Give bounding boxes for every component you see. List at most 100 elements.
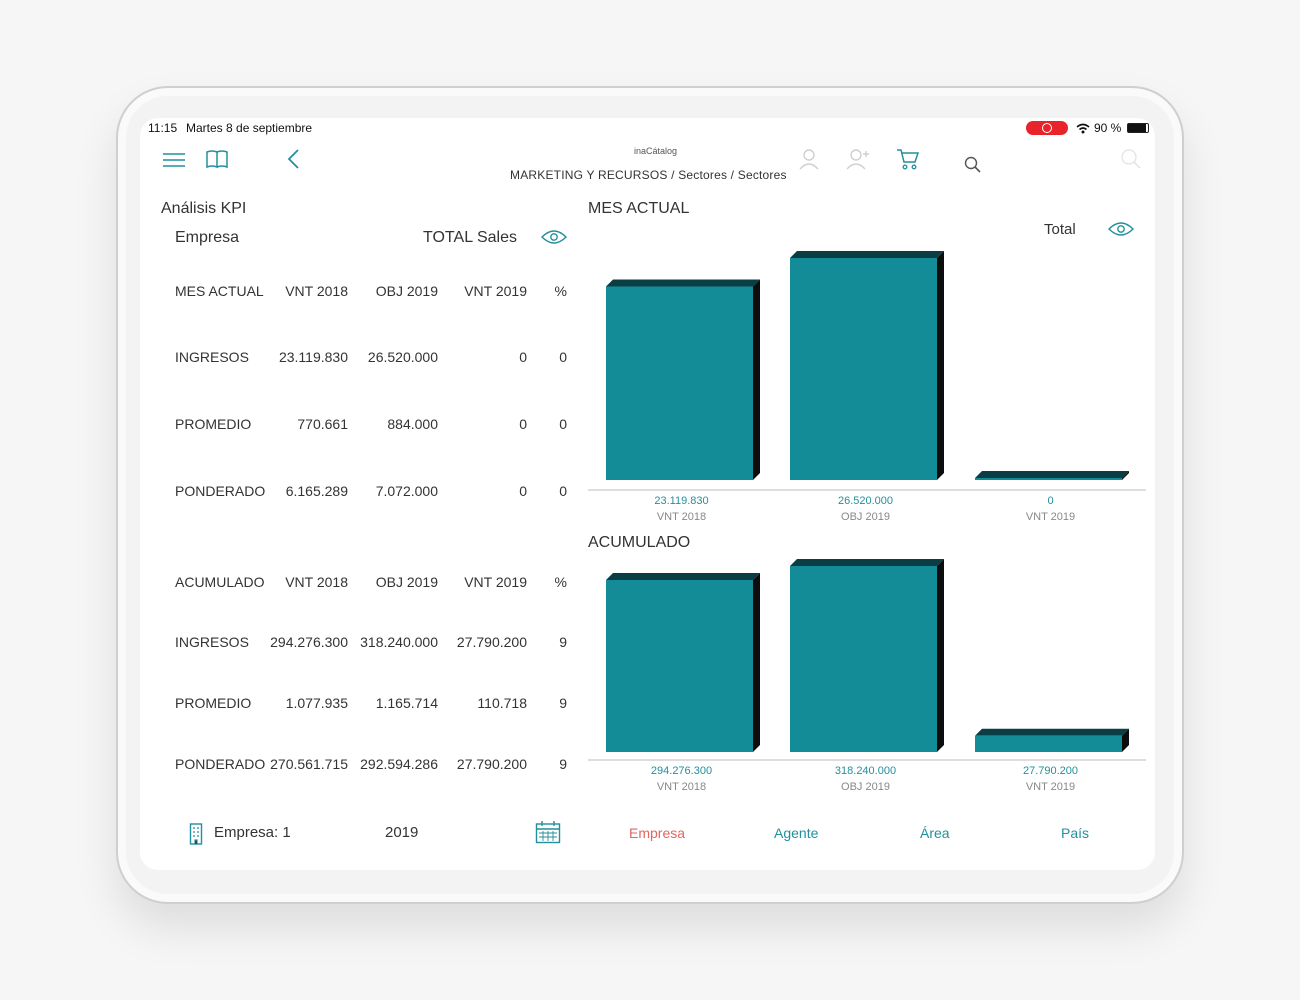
table-cell: 0 [559, 416, 567, 432]
tab-agente[interactable]: Agente [774, 825, 819, 841]
x-tick-label: VNT 2018 [657, 781, 706, 793]
table-cell: 884.000 [387, 416, 438, 432]
bar-value-label: 0 [1047, 495, 1053, 507]
table-cell: 270.561.715 [270, 756, 348, 772]
x-tick-label: VNT 2019 [1026, 511, 1075, 523]
eye-icon[interactable] [1108, 221, 1134, 237]
table-header-cell: OBJ 2019 [375, 574, 438, 590]
row-label: PROMEDIO [175, 695, 252, 711]
bar-side [937, 251, 944, 480]
x-tick-label: OBJ 2019 [841, 781, 890, 793]
chart-acumulado: 294.276.300 VNT 2018 318.240.000 OBJ 2019 27… [588, 559, 1146, 793]
bar-side [753, 573, 760, 752]
table-cell: 23.119.830 [278, 349, 348, 365]
x-tick-label: VNT 2018 [657, 511, 706, 523]
bar-side [1122, 728, 1129, 752]
table-header-cell: MES ACTUAL [175, 283, 264, 299]
company-label[interactable]: Empresa: 1 [214, 824, 291, 841]
table-header-cell: % [554, 574, 567, 590]
total-selector[interactable]: Total [1044, 221, 1076, 238]
calendar-icon[interactable] [535, 820, 561, 844]
table-cell: 0 [519, 483, 527, 499]
menu-icon[interactable] [162, 152, 186, 168]
bar [606, 580, 753, 752]
entity-label: Empresa [175, 229, 240, 246]
battery-percent: 90 % [1094, 121, 1122, 135]
brand-logo: inaCátalog [634, 146, 678, 156]
row-label: PONDERADO [175, 483, 266, 499]
bar-value-label: 26.520.000 [838, 495, 893, 507]
table-cell: 9 [559, 634, 567, 650]
table-cell: 0 [519, 416, 527, 432]
bar-side [1122, 471, 1129, 480]
bar-top [975, 471, 1129, 478]
eye-icon[interactable] [541, 229, 567, 245]
table-header-cell: VNT 2019 [464, 574, 527, 590]
bar-top [975, 728, 1129, 736]
wifi-icon [1076, 123, 1090, 134]
table-cell: 9 [559, 695, 567, 711]
table-header-cell: % [554, 283, 567, 299]
row-label: PONDERADO [175, 756, 266, 772]
table-cell: 26.520.000 [367, 349, 438, 365]
table-header-cell: ACUMULADO [175, 574, 265, 590]
tab-empresa[interactable]: Empresa [629, 825, 686, 841]
table-cell: 318.240.000 [360, 634, 438, 650]
table-cell: 1.077.935 [285, 695, 348, 711]
bar [975, 478, 1122, 480]
table-header-cell: VNT 2018 [285, 283, 348, 299]
table-cell: 0 [559, 349, 567, 365]
row-label: INGRESOS [175, 634, 249, 650]
table-cell: 27.790.200 [456, 634, 527, 650]
search-icon[interactable] [964, 156, 982, 174]
bar [790, 258, 937, 480]
table-cell: 0 [519, 349, 527, 365]
sales-selector[interactable]: TOTAL Sales [423, 229, 517, 246]
table-cell: 7.072.000 [375, 483, 438, 499]
bar-top [606, 573, 760, 581]
status-time: 11:15 [148, 121, 178, 135]
page-title: Análisis KPI [161, 200, 247, 217]
book-icon[interactable] [205, 149, 229, 169]
bar-top [606, 279, 760, 287]
cart-icon[interactable] [896, 147, 920, 171]
bar-value-label: 318.240.000 [835, 765, 896, 777]
bar-top [790, 559, 944, 566]
status-date: Martes 8 de septiembre [186, 121, 313, 135]
bar-value-label: 23.119.830 [654, 495, 708, 507]
recording-indicator-icon [1026, 121, 1068, 135]
table-cell: 110.718 [477, 695, 527, 711]
table-cell: 294.276.300 [270, 634, 348, 650]
table-header-cell: VNT 2019 [464, 283, 527, 299]
battery-icon [1127, 123, 1149, 133]
table-cell: 1.165.714 [375, 695, 438, 711]
x-tick-label: VNT 2019 [1026, 781, 1075, 793]
bar-side [753, 279, 760, 480]
breadcrumb: MARKETING Y RECURSOS / Sectores / Sector… [510, 168, 787, 182]
table-cell: 0 [559, 483, 567, 499]
bar-value-label: 294.276.300 [651, 765, 712, 777]
table-header-cell: OBJ 2019 [375, 283, 438, 299]
bar-side [937, 559, 944, 752]
chart-title-acumulado: ACUMULADO [588, 534, 691, 551]
app-screen: 11:15 Martes 8 de septiembre 90 % inaCát… [140, 118, 1155, 870]
row-label: INGRESOS [175, 349, 249, 365]
user-add-icon[interactable] [845, 148, 871, 170]
bar [606, 286, 753, 480]
table-cell: 292.594.286 [360, 756, 438, 772]
tab-pais[interactable]: País [1061, 825, 1090, 841]
table-cell: 770.661 [297, 416, 348, 432]
x-tick-label: OBJ 2019 [841, 511, 890, 523]
building-icon [189, 823, 203, 845]
table-header-cell: VNT 2018 [285, 574, 348, 590]
bar [790, 566, 937, 752]
bar-top [790, 251, 944, 258]
tab-area[interactable]: Área [920, 825, 950, 841]
year-label[interactable]: 2019 [385, 824, 419, 841]
user-icon[interactable] [798, 148, 820, 170]
global-search-icon[interactable] [1120, 148, 1142, 170]
back-chevron-icon[interactable] [286, 148, 300, 170]
chart-title-mes-actual: MES ACTUAL [588, 200, 690, 217]
bar-value-label: 27.790.200 [1023, 765, 1078, 777]
chart-mes-actual: 23.119.830 VNT 2018 26.520.000 OBJ 2019 0 VNT… [588, 251, 1146, 523]
